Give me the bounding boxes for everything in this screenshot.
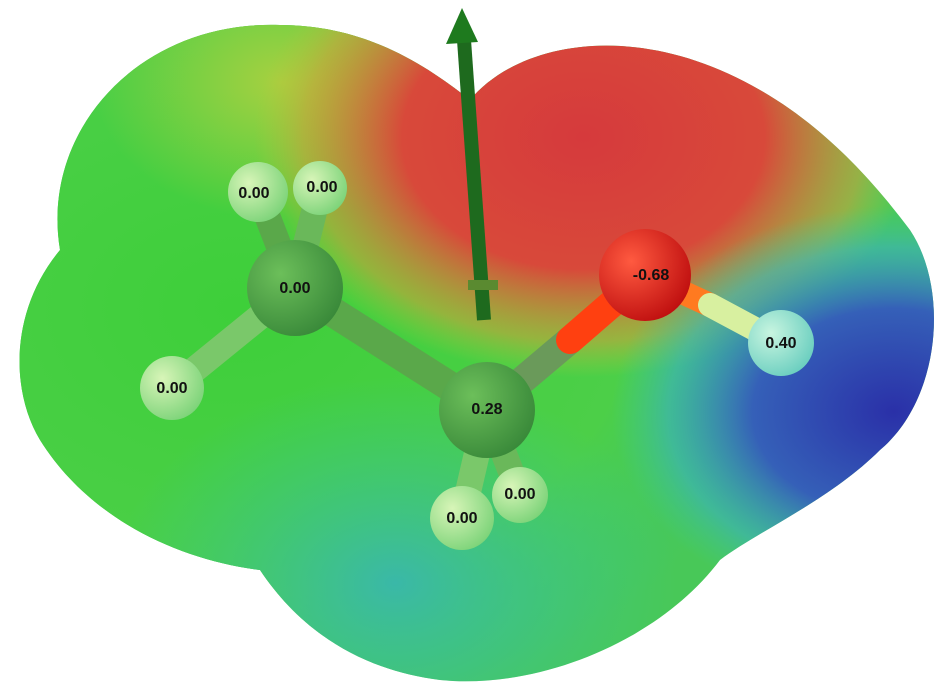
atom-label: -0.68 [633,267,670,284]
atom-label: 0.00 [279,280,310,297]
atom-label: 0.28 [471,401,502,418]
arrow-tick [468,280,498,290]
atom-label: 0.00 [446,510,477,527]
page: {"atoms": [ {"element": "H", "label": "0… [0,0,941,686]
atom-label: 0.00 [156,380,187,397]
atom-label: 0.00 [238,185,269,202]
arrow-head [446,8,478,44]
atom-label: 0.40 [765,335,796,352]
atom-label: 0.00 [504,486,535,503]
molecule-view: 0.00 0.00 0.00 0.00 0.00 0.28 0.00 -0.68… [0,0,941,686]
atom-label: 0.00 [306,179,337,196]
